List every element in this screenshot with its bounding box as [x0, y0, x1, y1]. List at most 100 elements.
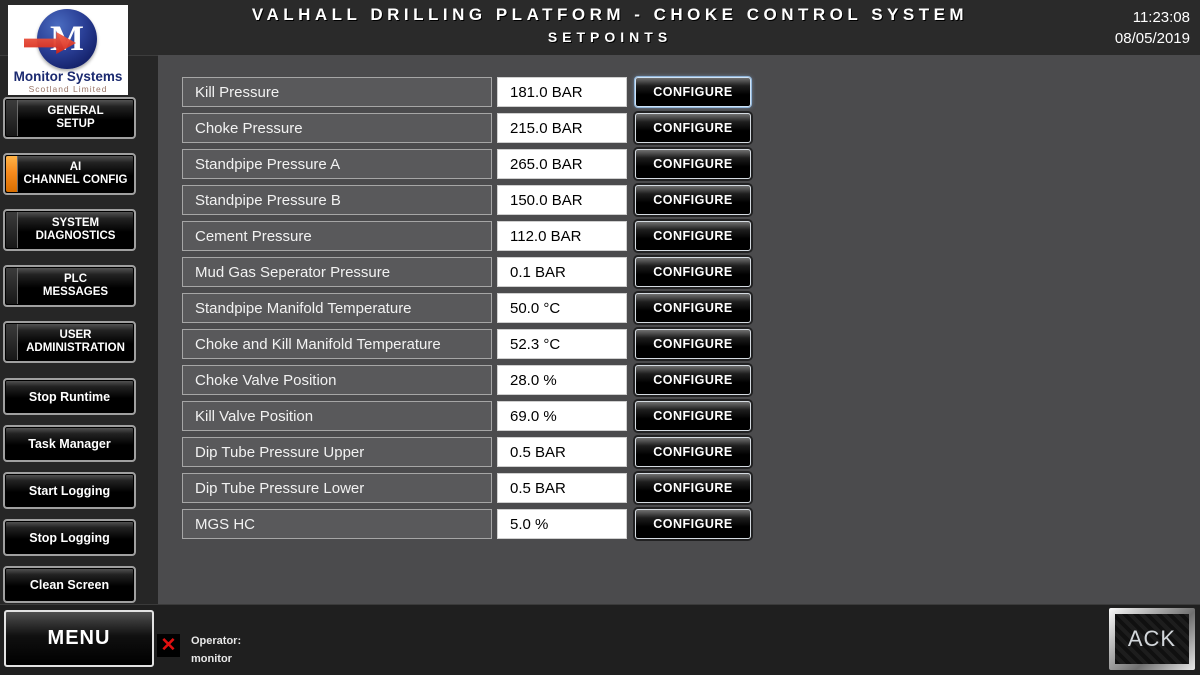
table-row: Choke and Kill Manifold Temperature 52.3…: [182, 329, 751, 359]
table-row: Choke Valve Position 28.0 % CONFIGURE: [182, 365, 751, 395]
ack-button-label: ACK: [1115, 614, 1189, 664]
setpoint-value[interactable]: 50.0 °C: [497, 293, 627, 323]
sidebar: GENERAL SETUP AI CHANNEL CONFIG SYSTEM D…: [0, 97, 158, 613]
clock-date: 08/05/2019: [1114, 30, 1190, 47]
button-label: MENU: [47, 627, 111, 649]
operator-label: Operator:: [191, 635, 242, 647]
table-row: Kill Valve Position 69.0 % CONFIGURE: [182, 401, 751, 431]
setpoint-label: Dip Tube Pressure Upper: [182, 437, 492, 467]
setpoint-label: Choke Valve Position: [182, 365, 492, 395]
header-bar: VALHALL DRILLING PLATFORM - CHOKE CONTRO…: [0, 0, 1200, 56]
sidebar-item-plc-messages[interactable]: PLC MESSAGES: [3, 265, 136, 307]
operator-info: Operator: monitor: [191, 632, 241, 668]
configure-button[interactable]: CONFIGURE: [635, 77, 751, 107]
operator-name: monitor: [191, 653, 232, 665]
setpoints-panel: Kill Pressure 181.0 BAR CONFIGURE Choke …: [158, 55, 1200, 605]
sidebar-item-general-setup[interactable]: GENERAL SETUP: [3, 97, 136, 139]
clean-screen-button[interactable]: Clean Screen: [3, 566, 136, 603]
configure-button[interactable]: CONFIGURE: [635, 365, 751, 395]
ack-button[interactable]: ACK: [1109, 608, 1195, 670]
sidebar-item-system-diagnostics[interactable]: SYSTEM DIAGNOSTICS: [3, 209, 136, 251]
button-label: Task Manager: [28, 436, 111, 451]
setpoint-value[interactable]: 0.1 BAR: [497, 257, 627, 287]
configure-button[interactable]: CONFIGURE: [635, 185, 751, 215]
table-row: Dip Tube Pressure Upper 0.5 BAR CONFIGUR…: [182, 437, 751, 467]
logo-tagline: Scotland Limited: [28, 84, 108, 94]
setpoint-value[interactable]: 69.0 %: [497, 401, 627, 431]
setpoint-label: Standpipe Pressure B: [182, 185, 492, 215]
table-row: Cement Pressure 112.0 BAR CONFIGURE: [182, 221, 751, 251]
table-row: Standpipe Pressure A 265.0 BAR CONFIGURE: [182, 149, 751, 179]
sidebar-item-label: AI CHANNEL CONFIG: [23, 161, 128, 186]
sidebar-item-ai-channel-config[interactable]: AI CHANNEL CONFIG: [3, 153, 136, 195]
footer-bar: MENU ✕ Operator: monitor ACK: [0, 604, 1200, 675]
setpoint-value[interactable]: 112.0 BAR: [497, 221, 627, 251]
configure-button[interactable]: CONFIGURE: [635, 329, 751, 359]
table-row: Kill Pressure 181.0 BAR CONFIGURE: [182, 77, 751, 107]
setpoint-label: Kill Valve Position: [182, 401, 492, 431]
setpoint-value[interactable]: 265.0 BAR: [497, 149, 627, 179]
table-row: Mud Gas Seperator Pressure 0.1 BAR CONFI…: [182, 257, 751, 287]
header-titles: VALHALL DRILLING PLATFORM - CHOKE CONTRO…: [140, 5, 1080, 45]
sidebar-item-user-administration[interactable]: USER ADMINISTRATION: [3, 321, 136, 363]
setpoint-label: Kill Pressure: [182, 77, 492, 107]
sidebar-item-label: PLC MESSAGES: [42, 273, 109, 298]
table-row: Standpipe Manifold Temperature 50.0 °C C…: [182, 293, 751, 323]
active-indicator: [6, 100, 18, 136]
sidebar-item-label: GENERAL SETUP: [47, 105, 104, 130]
setpoint-label: Cement Pressure: [182, 221, 492, 251]
configure-button[interactable]: CONFIGURE: [635, 401, 751, 431]
configure-button[interactable]: CONFIGURE: [635, 113, 751, 143]
configure-button[interactable]: CONFIGURE: [635, 149, 751, 179]
setpoint-value[interactable]: 150.0 BAR: [497, 185, 627, 215]
setpoint-value[interactable]: 52.3 °C: [497, 329, 627, 359]
company-logo: M Monitor Systems Scotland Limited: [8, 5, 128, 95]
table-row: MGS HC 5.0 % CONFIGURE: [182, 509, 751, 539]
configure-button[interactable]: CONFIGURE: [635, 437, 751, 467]
clock: 11:23:08 08/05/2019: [1115, 7, 1190, 49]
setpoint-value[interactable]: 28.0 %: [497, 365, 627, 395]
stop-runtime-button[interactable]: Stop Runtime: [3, 378, 136, 415]
start-logging-button[interactable]: Start Logging: [3, 472, 136, 509]
configure-button[interactable]: CONFIGURE: [635, 473, 751, 503]
active-indicator: [6, 156, 18, 192]
clock-time: 11:23:08: [1132, 9, 1190, 26]
page-title: VALHALL DRILLING PLATFORM - CHOKE CONTRO…: [251, 5, 969, 24]
configure-button[interactable]: CONFIGURE: [635, 293, 751, 323]
configure-button[interactable]: CONFIGURE: [635, 221, 751, 251]
setpoint-value[interactable]: 0.5 BAR: [497, 473, 627, 503]
active-indicator: [6, 324, 18, 360]
stop-logging-button[interactable]: Stop Logging: [3, 519, 136, 556]
setpoint-label: Standpipe Manifold Temperature: [182, 293, 492, 323]
setpoint-value[interactable]: 181.0 BAR: [497, 77, 627, 107]
sidebar-item-label: USER ADMINISTRATION: [26, 329, 125, 354]
setpoint-label: Choke Pressure: [182, 113, 492, 143]
button-label: Clean Screen: [29, 577, 110, 592]
setpoint-value[interactable]: 0.5 BAR: [497, 437, 627, 467]
setpoint-label: Choke and Kill Manifold Temperature: [182, 329, 492, 359]
setpoint-label: MGS HC: [182, 509, 492, 539]
operator-status-icon: ✕: [157, 634, 180, 657]
task-manager-button[interactable]: Task Manager: [3, 425, 136, 462]
configure-button[interactable]: CONFIGURE: [635, 509, 751, 539]
setpoints-table: Kill Pressure 181.0 BAR CONFIGURE Choke …: [182, 77, 751, 545]
page-subtitle: SETPOINTS: [547, 29, 673, 45]
table-row: Standpipe Pressure B 150.0 BAR CONFIGURE: [182, 185, 751, 215]
setpoint-label: Dip Tube Pressure Lower: [182, 473, 492, 503]
logo-company-name: Monitor Systems: [13, 69, 123, 84]
setpoint-value[interactable]: 215.0 BAR: [497, 113, 627, 143]
table-row: Choke Pressure 215.0 BAR CONFIGURE: [182, 113, 751, 143]
active-indicator: [6, 212, 18, 248]
table-row: Dip Tube Pressure Lower 0.5 BAR CONFIGUR…: [182, 473, 751, 503]
button-label: Stop Runtime: [28, 389, 111, 404]
setpoint-value[interactable]: 5.0 %: [497, 509, 627, 539]
setpoint-label: Mud Gas Seperator Pressure: [182, 257, 492, 287]
menu-button[interactable]: MENU: [4, 610, 154, 667]
sidebar-item-label: SYSTEM DIAGNOSTICS: [35, 217, 116, 242]
button-label: Stop Logging: [29, 530, 110, 545]
configure-button[interactable]: CONFIGURE: [635, 257, 751, 287]
setpoint-label: Standpipe Pressure A: [182, 149, 492, 179]
active-indicator: [6, 268, 18, 304]
button-label: Start Logging: [28, 483, 111, 498]
